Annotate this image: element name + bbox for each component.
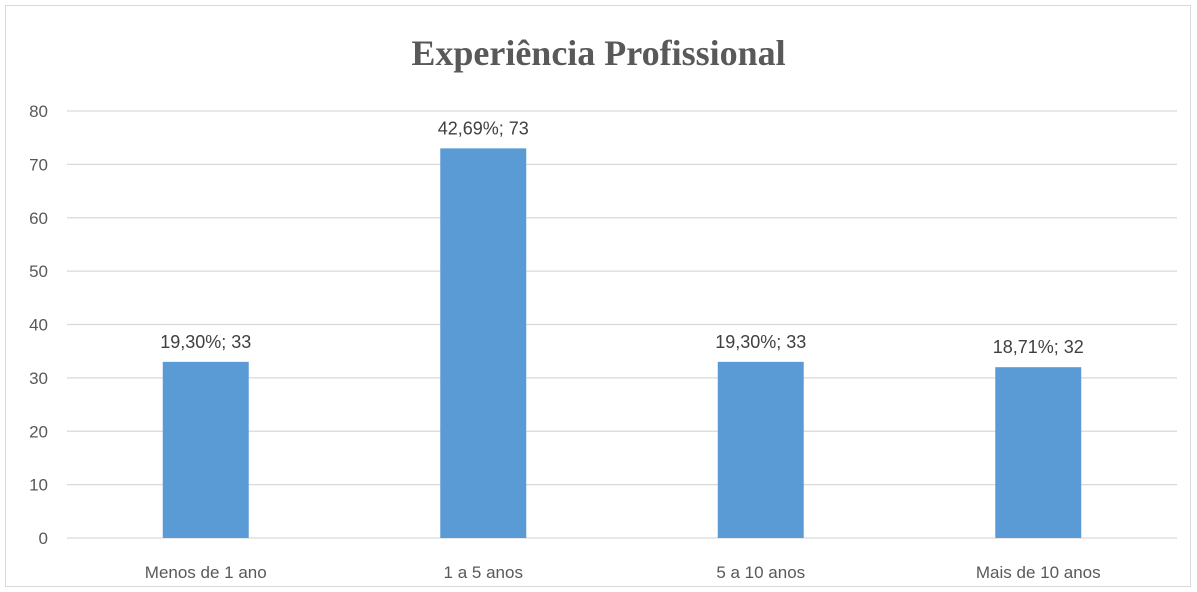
data-label: 19,30%; 33 <box>160 332 251 352</box>
x-tick-label: 5 a 10 anos <box>716 563 805 582</box>
bar <box>717 361 804 538</box>
bar <box>995 367 1082 538</box>
y-tick-label: 50 <box>29 262 48 281</box>
y-tick-label: 30 <box>29 369 48 388</box>
bar <box>162 361 249 538</box>
bar <box>440 148 527 539</box>
bars <box>162 148 1082 539</box>
data-label: 19,30%; 33 <box>715 332 806 352</box>
y-tick-label: 80 <box>29 102 48 121</box>
chart-title: Experiência Profissional <box>411 33 786 73</box>
data-labels: 19,30%; 33 42,69%; 73 19,30%; 33 18,71%; 32 <box>160 118 1084 357</box>
y-tick-label: 40 <box>29 316 48 335</box>
y-tick-label: 60 <box>29 209 48 228</box>
y-tick-label: 20 <box>29 422 48 441</box>
y-axis-tick-labels: 0 10 20 30 40 50 60 70 80 <box>29 102 48 548</box>
y-tick-label: 70 <box>29 155 48 174</box>
y-tick-label: 0 <box>39 529 48 548</box>
gridlines <box>67 110 1177 539</box>
x-axis-tick-labels: Menos de 1 ano 1 a 5 anos 5 a 10 anos Mais … <box>145 563 1101 582</box>
data-label: 42,69%; 73 <box>438 118 529 138</box>
data-label: 18,71%; 32 <box>993 337 1084 357</box>
x-tick-label: Mais de 10 anos <box>976 563 1101 582</box>
y-tick-label: 10 <box>29 476 48 495</box>
x-tick-label: Menos de 1 ano <box>145 563 267 582</box>
x-tick-label: 1 a 5 anos <box>444 563 523 582</box>
